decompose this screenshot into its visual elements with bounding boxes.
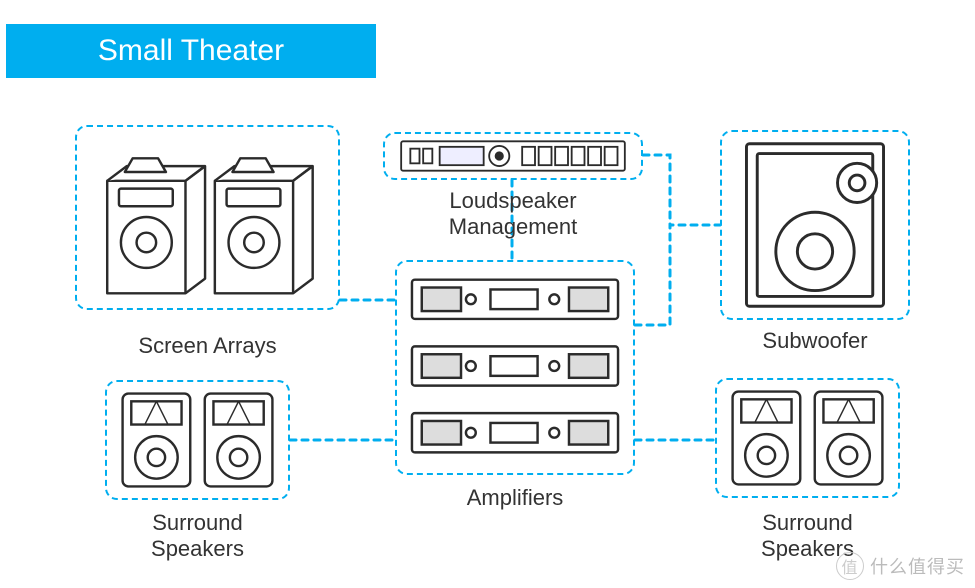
- title-text: Small Theater: [98, 34, 284, 68]
- box-screen-arrays: [75, 125, 340, 310]
- box-loudspeaker-mgmt: [383, 132, 643, 180]
- watermark: 值 什么值得买: [836, 552, 965, 580]
- surround-left-icon: [107, 382, 288, 498]
- title-banner: Small Theater: [6, 24, 376, 78]
- label-surround-left: Surround Speakers: [105, 510, 290, 562]
- screen-arrays-icon: [77, 127, 338, 308]
- box-surround-left: [105, 380, 290, 500]
- surround-right-icon: [717, 380, 898, 496]
- watermark-badge: 值: [836, 552, 864, 580]
- subwoofer-icon: [722, 132, 908, 318]
- box-subwoofer: [720, 130, 910, 320]
- loudspeaker-mgmt-icon: [385, 134, 641, 178]
- watermark-text: 什么值得买: [870, 553, 965, 579]
- label-screen-arrays: Screen Arrays: [75, 333, 340, 359]
- label-amplifiers: Amplifiers: [395, 485, 635, 511]
- box-amplifiers: [395, 260, 635, 475]
- box-surround-right: [715, 378, 900, 498]
- label-loudspeaker-mgmt: Loudspeaker Management: [383, 188, 643, 240]
- label-subwoofer: Subwoofer: [720, 328, 910, 354]
- amplifiers-icon: [397, 262, 633, 473]
